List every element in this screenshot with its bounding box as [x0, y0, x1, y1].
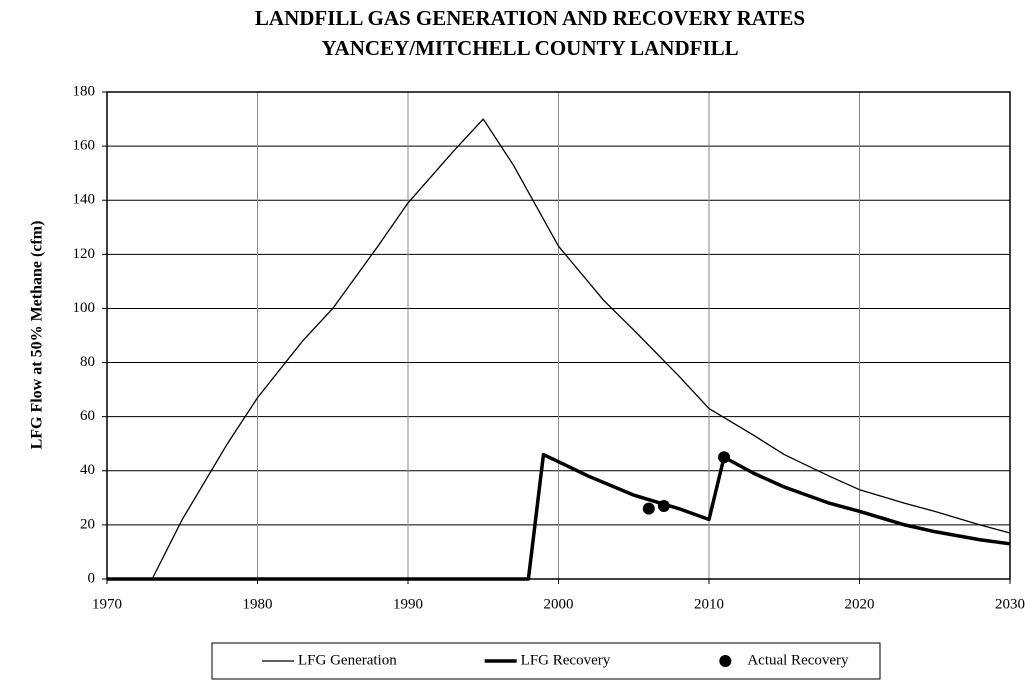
y-tick-label: 60 [80, 408, 95, 424]
data-point [642, 502, 655, 515]
x-tick-label: 2030 [995, 596, 1025, 612]
x-tick-label: 1970 [92, 596, 122, 612]
data-point [657, 499, 670, 512]
chart-subtitle: YANCEY/MITCHELL COUNTY LANDFILL [321, 36, 738, 60]
y-tick-label: 80 [80, 354, 95, 370]
x-tick-label: 1980 [243, 596, 273, 612]
chart-title: LANDFILL GAS GENERATION AND RECOVERY RAT… [255, 6, 805, 30]
legend-box [211, 642, 881, 680]
y-tick-label: 160 [73, 138, 96, 154]
y-tick-label: 180 [73, 83, 96, 99]
series-line [107, 452, 1011, 581]
legend-label: LFG Recovery [521, 652, 611, 668]
legend-label: LFG Generation [298, 652, 397, 668]
legend-label: Actual Recovery [747, 652, 849, 668]
y-tick-label: 40 [80, 462, 95, 478]
x-tick-label: 1990 [393, 596, 423, 612]
y-tick-label: 0 [88, 570, 96, 586]
plot-frame [106, 91, 1011, 580]
y-tick-label: 100 [73, 300, 96, 316]
y-tick-label: 120 [73, 246, 96, 262]
y-tick-label: 140 [73, 192, 96, 208]
x-tick-label: 2020 [845, 596, 875, 612]
x-tick-label: 2010 [694, 596, 724, 612]
x-tick-label: 2000 [544, 596, 574, 612]
series-line [151, 118, 1011, 580]
y-axis-label: LFG Flow at 50% Methane (cfm) [29, 221, 46, 450]
data-point [718, 451, 731, 464]
legend-marker [719, 655, 732, 667]
y-tick-label: 20 [80, 516, 95, 532]
